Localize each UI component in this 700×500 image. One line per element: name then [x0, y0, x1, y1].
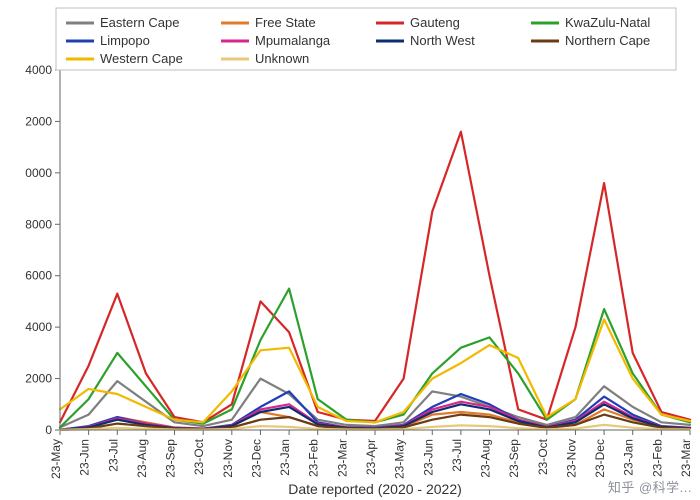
y-tick-label: 0000: [25, 166, 52, 180]
legend-label: North West: [410, 33, 475, 48]
x-tick-label: 23-Aug: [135, 439, 149, 478]
x-tick-label: 23-Aug: [479, 439, 493, 478]
y-tick-label: 8000: [25, 217, 52, 231]
x-tick-label: 23-Dec: [593, 439, 607, 478]
x-tick-label: 23-Oct: [536, 438, 550, 475]
x-tick-label: 23-Nov: [564, 439, 578, 478]
legend-label: Free State: [255, 15, 316, 30]
x-tick-label: 23-Nov: [221, 439, 235, 478]
y-tick-label: 6000: [25, 269, 52, 283]
legend-label: Gauteng: [410, 15, 460, 30]
x-tick-label: 23-Apr: [364, 439, 378, 475]
legend-label: Unknown: [255, 51, 309, 66]
legend-label: Northern Cape: [565, 33, 650, 48]
y-tick-label: 4000: [25, 63, 52, 77]
x-tick-label: 23-Dec: [249, 439, 263, 478]
x-tick-label: 23-Jul: [450, 439, 464, 472]
x-tick-label: 23-May: [49, 439, 63, 479]
x-tick-label: 23-Mar: [679, 439, 693, 477]
x-tick-label: 23-Oct: [192, 438, 206, 475]
legend-label: Mpumalanga: [255, 33, 331, 48]
y-tick-label: 2000: [25, 114, 52, 128]
x-tick-label: 23-Jan: [278, 439, 292, 476]
x-tick-label: 23-Feb: [307, 439, 321, 477]
legend-label: Limpopo: [100, 33, 150, 48]
x-tick-label: 23-Jan: [622, 439, 636, 476]
y-tick-label: 2000: [25, 372, 52, 386]
x-tick-label: 23-May: [393, 439, 407, 479]
y-tick-label: 4000: [25, 320, 52, 334]
x-axis-label: Date reported (2020 - 2022): [288, 481, 462, 497]
x-tick-label: 23-Sep: [164, 439, 178, 478]
x-tick-label: 23-Feb: [650, 439, 664, 477]
y-tick-label: 0: [45, 423, 52, 437]
x-tick-label: 23-Jun: [421, 439, 435, 476]
legend-label: Western Cape: [100, 51, 183, 66]
provinces-line-chart: 0 2000 4000 6000 8000 0000 2000 4000 23-May 23-Ju…: [0, 0, 700, 500]
x-tick-label: 23-Mar: [335, 439, 349, 477]
legend-label: KwaZulu-Natal: [565, 15, 650, 30]
x-tick-label: 23-Jul: [106, 439, 120, 472]
legend-label: Eastern Cape: [100, 15, 180, 30]
x-tick-label: 23-Sep: [507, 439, 521, 478]
x-tick-label: 23-Jun: [78, 439, 92, 476]
